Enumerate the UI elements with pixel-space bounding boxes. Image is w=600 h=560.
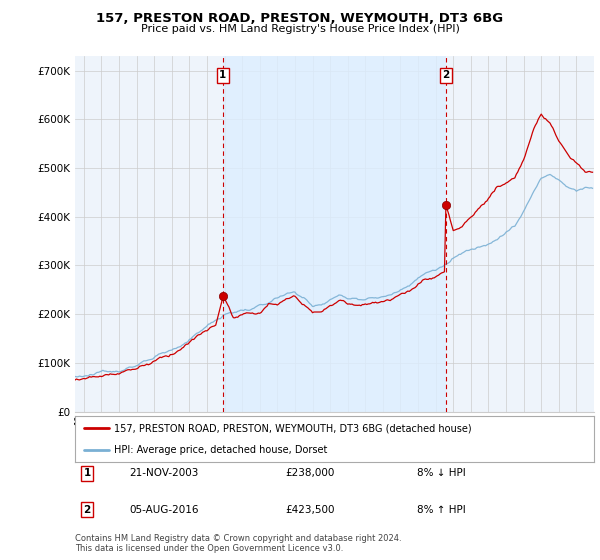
Text: Price paid vs. HM Land Registry's House Price Index (HPI): Price paid vs. HM Land Registry's House … xyxy=(140,24,460,34)
Text: 8% ↑ HPI: 8% ↑ HPI xyxy=(417,505,466,515)
Text: £238,000: £238,000 xyxy=(285,468,334,478)
Text: 1: 1 xyxy=(219,71,226,81)
Text: 1: 1 xyxy=(83,468,91,478)
Text: 157, PRESTON ROAD, PRESTON, WEYMOUTH, DT3 6BG (detached house): 157, PRESTON ROAD, PRESTON, WEYMOUTH, DT… xyxy=(114,423,472,433)
Text: 05-AUG-2016: 05-AUG-2016 xyxy=(129,505,199,515)
Text: 21-NOV-2003: 21-NOV-2003 xyxy=(129,468,199,478)
Text: 8% ↓ HPI: 8% ↓ HPI xyxy=(417,468,466,478)
Bar xyxy=(223,56,446,412)
Text: 157, PRESTON ROAD, PRESTON, WEYMOUTH, DT3 6BG: 157, PRESTON ROAD, PRESTON, WEYMOUTH, DT… xyxy=(97,12,503,25)
Text: Contains HM Land Registry data © Crown copyright and database right 2024.
This d: Contains HM Land Registry data © Crown c… xyxy=(75,534,401,553)
Text: 2: 2 xyxy=(442,71,449,81)
Text: HPI: Average price, detached house, Dorset: HPI: Average price, detached house, Dors… xyxy=(114,445,328,455)
Text: £423,500: £423,500 xyxy=(285,505,335,515)
Text: 2: 2 xyxy=(83,505,91,515)
